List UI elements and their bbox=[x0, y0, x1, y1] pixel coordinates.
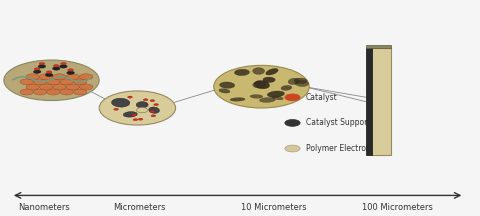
Circle shape bbox=[34, 68, 40, 70]
Circle shape bbox=[150, 100, 155, 102]
Text: Catalyst Support: Catalyst Support bbox=[306, 118, 371, 127]
Circle shape bbox=[132, 114, 136, 116]
Circle shape bbox=[99, 91, 176, 125]
Ellipse shape bbox=[252, 68, 264, 75]
Circle shape bbox=[52, 67, 60, 70]
Circle shape bbox=[53, 65, 59, 67]
Ellipse shape bbox=[149, 107, 159, 113]
Ellipse shape bbox=[272, 96, 283, 100]
Circle shape bbox=[136, 108, 148, 113]
Circle shape bbox=[143, 99, 148, 101]
Circle shape bbox=[47, 79, 60, 85]
Ellipse shape bbox=[253, 82, 265, 88]
Circle shape bbox=[80, 74, 93, 80]
Circle shape bbox=[80, 84, 93, 90]
Ellipse shape bbox=[111, 98, 130, 107]
Ellipse shape bbox=[259, 98, 275, 102]
Ellipse shape bbox=[294, 78, 307, 84]
Circle shape bbox=[34, 89, 47, 95]
Circle shape bbox=[154, 103, 158, 106]
Ellipse shape bbox=[250, 95, 263, 98]
Circle shape bbox=[68, 69, 73, 71]
Circle shape bbox=[67, 71, 74, 75]
Circle shape bbox=[38, 65, 46, 68]
Circle shape bbox=[73, 79, 87, 85]
Text: 10 Micrometers: 10 Micrometers bbox=[240, 203, 306, 213]
Circle shape bbox=[285, 94, 300, 101]
Circle shape bbox=[114, 108, 119, 110]
Circle shape bbox=[66, 84, 80, 90]
Circle shape bbox=[39, 62, 45, 65]
Polygon shape bbox=[365, 45, 391, 48]
Ellipse shape bbox=[263, 77, 275, 83]
Circle shape bbox=[46, 71, 52, 73]
Circle shape bbox=[138, 118, 143, 120]
Text: Catalyst: Catalyst bbox=[306, 93, 337, 102]
Circle shape bbox=[47, 89, 60, 95]
Ellipse shape bbox=[288, 78, 299, 84]
Circle shape bbox=[128, 96, 132, 98]
Ellipse shape bbox=[266, 68, 278, 75]
Circle shape bbox=[60, 89, 73, 95]
Ellipse shape bbox=[267, 91, 285, 97]
Ellipse shape bbox=[295, 80, 309, 87]
Ellipse shape bbox=[230, 98, 245, 101]
Circle shape bbox=[285, 119, 300, 126]
Ellipse shape bbox=[219, 89, 230, 93]
Text: 100 Micrometers: 100 Micrometers bbox=[362, 203, 433, 213]
Text: Nanometers: Nanometers bbox=[18, 203, 70, 213]
FancyBboxPatch shape bbox=[365, 48, 372, 155]
Circle shape bbox=[20, 79, 34, 85]
Circle shape bbox=[150, 111, 155, 113]
Circle shape bbox=[151, 115, 156, 117]
Ellipse shape bbox=[254, 81, 270, 89]
Circle shape bbox=[60, 62, 66, 65]
Circle shape bbox=[66, 74, 80, 80]
Circle shape bbox=[34, 70, 41, 73]
Circle shape bbox=[285, 145, 300, 152]
Circle shape bbox=[53, 84, 66, 90]
Ellipse shape bbox=[219, 82, 235, 88]
Ellipse shape bbox=[136, 102, 148, 108]
Circle shape bbox=[39, 84, 53, 90]
Circle shape bbox=[133, 119, 138, 121]
Circle shape bbox=[39, 74, 53, 80]
Ellipse shape bbox=[234, 69, 250, 76]
Circle shape bbox=[60, 65, 67, 68]
Circle shape bbox=[73, 89, 87, 95]
Circle shape bbox=[26, 84, 39, 90]
Circle shape bbox=[26, 74, 39, 80]
Ellipse shape bbox=[4, 60, 99, 100]
Ellipse shape bbox=[123, 112, 137, 117]
Circle shape bbox=[53, 74, 66, 80]
FancyBboxPatch shape bbox=[371, 48, 391, 155]
Ellipse shape bbox=[281, 86, 292, 90]
Text: Polymer Electrolyte: Polymer Electrolyte bbox=[306, 144, 380, 153]
Circle shape bbox=[45, 73, 53, 77]
Circle shape bbox=[34, 79, 47, 85]
Text: Micrometers: Micrometers bbox=[114, 203, 166, 213]
Circle shape bbox=[214, 65, 309, 108]
Circle shape bbox=[20, 89, 34, 95]
Circle shape bbox=[60, 79, 73, 85]
